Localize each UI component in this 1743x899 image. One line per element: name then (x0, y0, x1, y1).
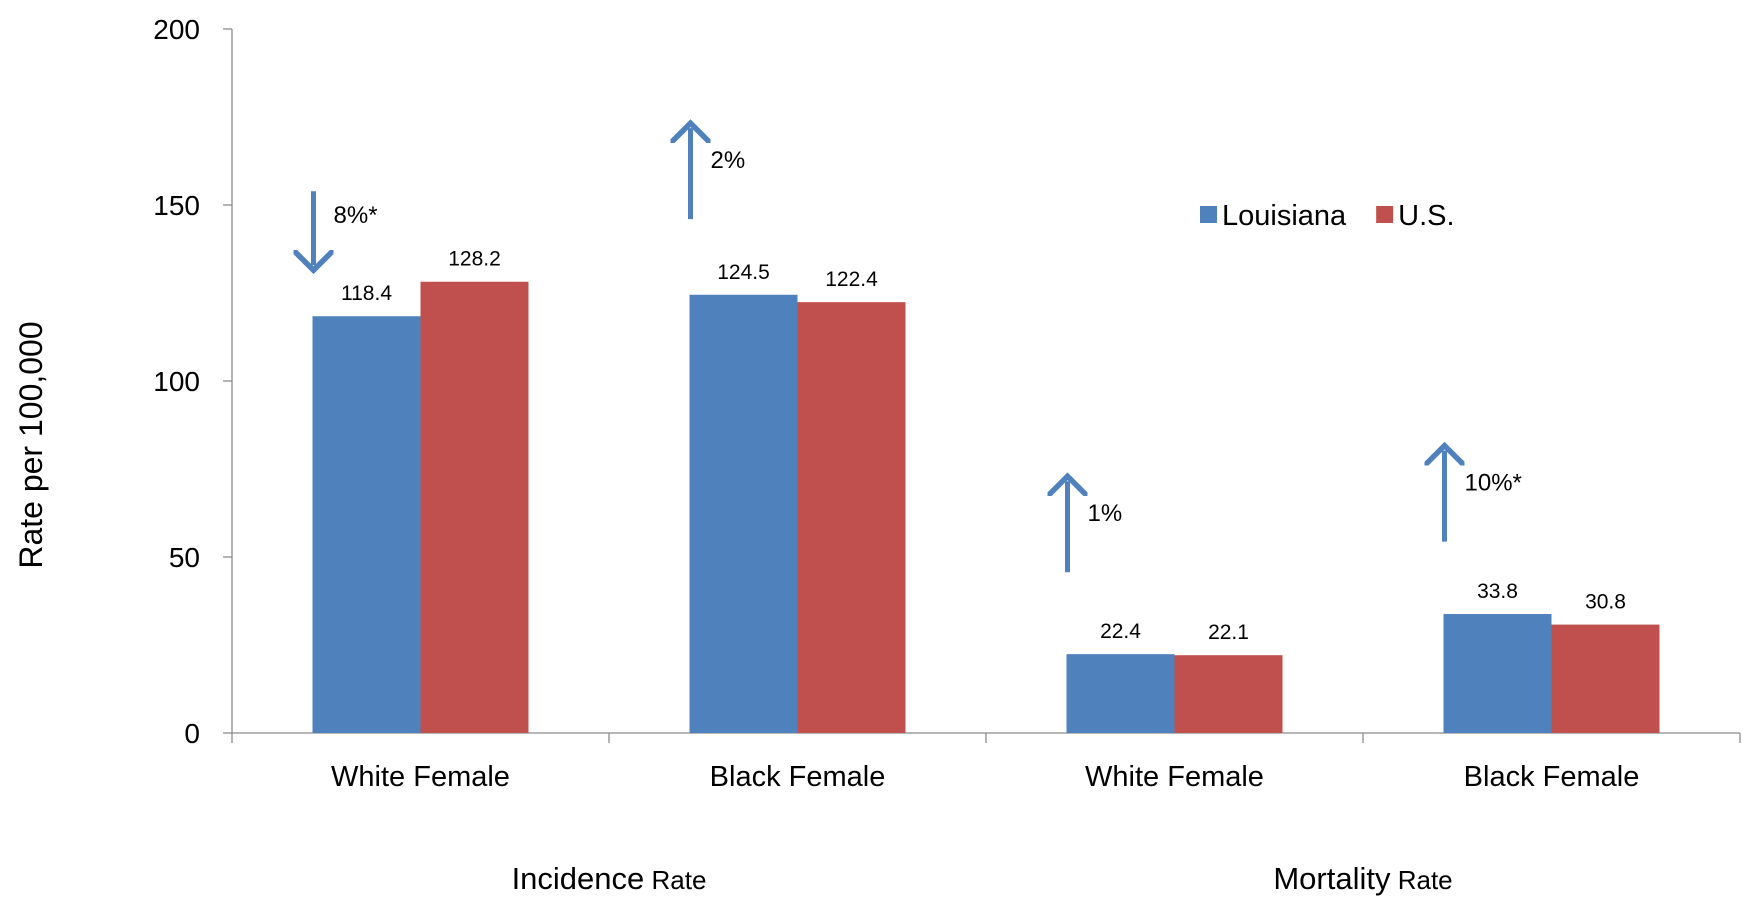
data-label: 33.8 (1477, 580, 1518, 603)
x-axis: White Female Black Female White Female Blac… (231, 732, 1741, 793)
data-label: 30.8 (1585, 591, 1626, 614)
data-label: 22.1 (1208, 621, 1249, 644)
legend-label: U.S. (1398, 200, 1454, 232)
y-axis-label: Rate per 100,000 (13, 321, 49, 568)
trend-annotation: 10%* (1465, 470, 1522, 497)
trend-annotation: 2% (711, 147, 746, 174)
legend-label: Louisiana (1222, 200, 1347, 232)
bars (312, 281, 1660, 733)
data-labels: 118.4 124.5 22.4 33.8 128.2 122.4 22.1 30.8 (341, 248, 1626, 644)
bar (1443, 614, 1552, 733)
x-tick-label: White Female (1085, 761, 1264, 793)
y-tick-label: 150 (153, 190, 200, 221)
bar (1551, 624, 1660, 733)
trend-annotation: 1% (1088, 500, 1123, 527)
data-label: 128.2 (448, 248, 501, 271)
x-tick-label: Black Female (1464, 761, 1640, 793)
data-label: 124.5 (717, 261, 770, 284)
data-label: 22.4 (1100, 620, 1141, 643)
data-label: 118.4 (341, 282, 392, 305)
legend: Louisiana U.S. (1200, 200, 1455, 232)
bar (312, 316, 421, 733)
trend-annotation: 8%* (334, 202, 378, 229)
bar (1066, 654, 1175, 733)
bar (797, 302, 906, 733)
bar (689, 294, 798, 733)
bar (420, 281, 529, 733)
group-label: Incidence Rate (512, 861, 707, 896)
y-tick-label: 200 (153, 14, 200, 45)
y-tick-label: 100 (153, 366, 200, 397)
x-tick-label: Black Female (710, 761, 886, 793)
y-axis: 0 50 100 150 200 (153, 14, 233, 749)
data-label: 122.4 (825, 268, 878, 291)
bar (1174, 655, 1283, 733)
trend-annotations: 8%* 2% 1% 10%* (314, 128, 1522, 573)
y-tick-label: 0 (184, 718, 200, 749)
legend-swatch (1200, 206, 1217, 223)
y-tick-label: 50 (169, 542, 200, 573)
group-label: Mortality Rate (1273, 861, 1452, 896)
group-labels: Incidence Rate Mortality Rate (512, 861, 1453, 896)
x-tick-label: White Female (331, 761, 510, 793)
legend-swatch (1376, 206, 1394, 223)
